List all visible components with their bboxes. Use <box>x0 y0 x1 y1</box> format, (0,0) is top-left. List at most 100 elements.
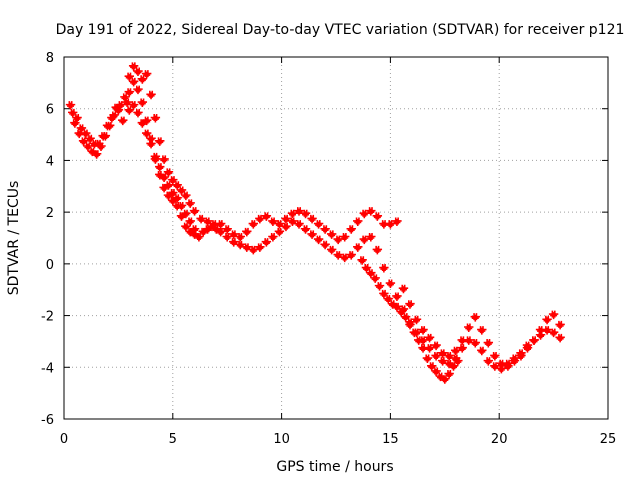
data-point <box>173 195 181 203</box>
data-point <box>322 225 330 233</box>
data-point <box>445 371 453 379</box>
data-point <box>135 67 143 75</box>
data-point <box>347 252 355 260</box>
data-point <box>471 340 479 348</box>
data-point <box>466 323 474 331</box>
data-point <box>126 72 134 80</box>
data-point <box>264 238 272 246</box>
data-point <box>425 354 433 362</box>
data-point <box>394 292 402 300</box>
data-point <box>108 115 116 123</box>
data-point <box>237 233 245 240</box>
data-point <box>257 214 265 222</box>
data-point <box>94 150 102 158</box>
data-point <box>290 209 298 217</box>
data-point <box>243 244 251 252</box>
data-point <box>183 191 191 199</box>
data-point <box>119 118 127 126</box>
data-point <box>71 120 79 128</box>
data-point <box>270 217 278 225</box>
data-point <box>377 282 385 290</box>
plot-frame <box>63 56 609 420</box>
data-point <box>147 92 155 100</box>
data-point <box>170 176 178 184</box>
data-point <box>160 175 168 183</box>
x-tick-label: 0 <box>60 432 68 447</box>
data-point <box>335 235 343 243</box>
data-point <box>218 220 226 228</box>
data-point <box>77 125 85 133</box>
data-point <box>321 242 329 250</box>
data-point <box>140 75 148 83</box>
data-point <box>100 132 108 140</box>
data-point <box>530 337 538 345</box>
data-point <box>144 70 152 78</box>
data-point <box>355 243 363 251</box>
data-point <box>160 156 168 164</box>
data-point <box>178 213 186 221</box>
data-point <box>178 203 186 211</box>
data-point <box>551 310 559 318</box>
data-point <box>478 348 486 356</box>
data-point <box>187 217 195 225</box>
data-point <box>440 349 448 357</box>
data-point <box>204 226 212 234</box>
data-point <box>407 300 415 308</box>
data-point <box>364 264 372 272</box>
data-point <box>85 142 93 150</box>
data-point <box>432 368 440 376</box>
data-point <box>525 344 533 352</box>
data-point <box>492 351 500 359</box>
data-point <box>373 247 381 255</box>
data-point <box>361 209 369 217</box>
data-point <box>479 326 487 334</box>
data-point <box>453 346 461 354</box>
data-point <box>452 348 460 356</box>
data-point <box>104 123 112 131</box>
data-point <box>230 239 238 247</box>
data-point <box>178 187 186 195</box>
data-point <box>484 358 492 366</box>
data-point <box>257 243 265 251</box>
data-point <box>389 301 397 309</box>
data-point <box>459 344 467 352</box>
data-point <box>182 211 190 219</box>
data-point <box>67 102 75 110</box>
x-tick-label: 25 <box>600 432 617 447</box>
data-point <box>160 185 168 193</box>
data-point <box>450 363 458 371</box>
data-point <box>134 69 142 77</box>
chart-title: Day 191 of 2022, Sidereal Day-to-day VTE… <box>56 22 625 38</box>
data-point <box>335 251 343 259</box>
data-point <box>275 221 283 229</box>
data-point <box>80 138 88 146</box>
x-tick-label: 15 <box>382 432 399 447</box>
data-point <box>157 163 165 171</box>
data-point <box>73 115 81 123</box>
data-point <box>87 134 95 142</box>
data-point <box>217 229 225 237</box>
y-tick-label: -6 <box>41 413 54 428</box>
data-point <box>484 340 492 348</box>
data-point <box>217 221 225 229</box>
data-point <box>186 229 194 237</box>
data-point <box>433 341 441 349</box>
data-point <box>491 353 499 361</box>
data-point <box>164 182 172 190</box>
data-point <box>362 265 370 273</box>
data-point <box>419 327 427 335</box>
data-point <box>296 207 304 215</box>
data-point <box>381 264 389 272</box>
data-point <box>380 291 388 299</box>
data-point <box>182 224 190 232</box>
data-point <box>151 154 159 162</box>
data-point <box>415 337 423 345</box>
data-point <box>393 218 401 226</box>
data-point <box>125 89 133 97</box>
data-point <box>224 233 232 240</box>
data-point <box>122 93 130 101</box>
data-point <box>218 227 226 235</box>
data-point <box>143 71 151 79</box>
data-point <box>144 116 152 124</box>
